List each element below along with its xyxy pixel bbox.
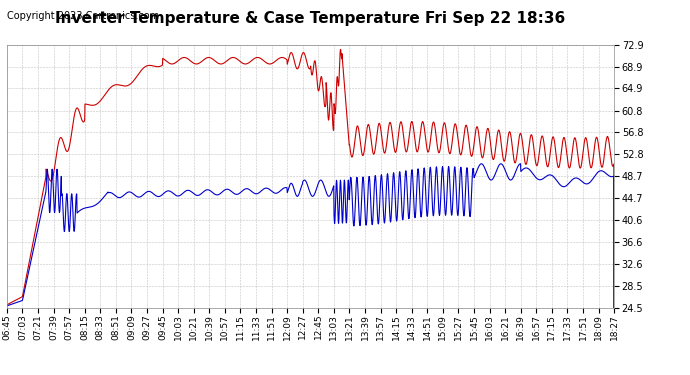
Text: Copyright 2023 Cartronics.com: Copyright 2023 Cartronics.com	[7, 11, 159, 21]
Text: Inverter Temperature & Case Temperature Fri Sep 22 18:36: Inverter Temperature & Case Temperature …	[55, 11, 566, 26]
Legend: Case(°C), Inverter(°C): Case(°C), Inverter(°C)	[433, 0, 609, 4]
